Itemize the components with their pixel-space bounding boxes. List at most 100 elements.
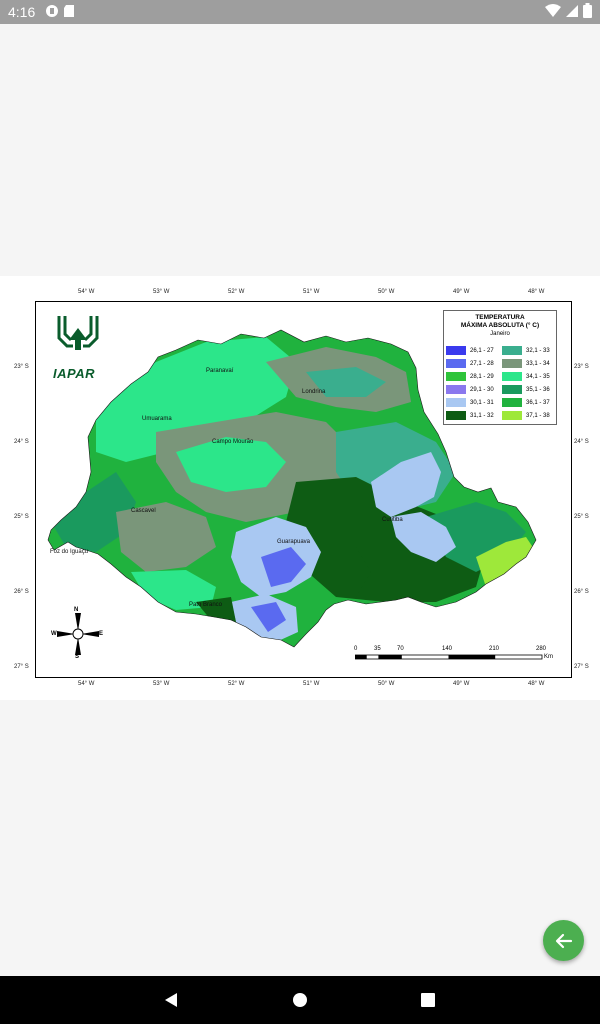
app-notification-icon	[45, 4, 59, 21]
legend-swatch	[446, 346, 466, 355]
legend-swatch	[502, 398, 522, 407]
scale-tick-label: 70	[397, 646, 404, 652]
legend-item: 26,1 - 27	[446, 345, 500, 356]
legend-item: 29,1 - 30	[446, 384, 500, 395]
legend-label: 27,1 - 28	[470, 360, 494, 367]
legend-label: 34,1 - 35	[526, 373, 550, 380]
legend-swatch	[446, 398, 466, 407]
back-triangle-icon	[165, 993, 177, 1007]
compass-rose: N S W E	[51, 607, 104, 660]
legend-label: 32,1 - 33	[526, 347, 550, 354]
lat-label-right: 26° S	[574, 589, 589, 595]
lat-label-right: 25° S	[574, 514, 589, 520]
lon-label-top: 48° W	[528, 289, 545, 295]
home-circle-icon	[293, 993, 307, 1007]
lon-label-bottom: 50° W	[378, 681, 395, 687]
legend-item: 27,1 - 28	[446, 358, 500, 369]
legend-item: 32,1 - 33	[502, 345, 556, 356]
city-label: Campo Mourão	[212, 439, 254, 445]
lon-label-bottom: 48° W	[528, 681, 545, 687]
city-label: Pato Branco	[189, 602, 223, 608]
city-label: Umuarama	[142, 416, 172, 422]
legend-label: 37,1 - 38	[526, 412, 550, 419]
scale-tick-label: 140	[442, 646, 453, 652]
lon-label-bottom: 52° W	[228, 681, 245, 687]
signal-icon	[565, 4, 579, 21]
city-label: Cascavel	[131, 508, 156, 514]
battery-icon	[583, 3, 592, 21]
lat-label-right: 27° S	[574, 664, 589, 670]
legend-swatch	[446, 372, 466, 381]
legend-swatch	[502, 372, 522, 381]
legend-item: 33,1 - 34	[502, 358, 556, 369]
city-label: Foz do Iguaçu	[50, 549, 89, 555]
lon-label-top: 52° W	[228, 289, 245, 295]
legend-item: 35,1 - 36	[502, 384, 556, 395]
legend-label: 26,1 - 27	[470, 347, 494, 354]
legend-label: 28,1 - 29	[470, 373, 494, 380]
legend-item: 34,1 - 35	[502, 371, 556, 382]
lon-label-top: 50° W	[378, 289, 395, 295]
legend-label: 36,1 - 37	[526, 399, 550, 406]
arrow-back-icon	[555, 933, 572, 948]
legend-label: 29,1 - 30	[470, 386, 494, 393]
legend-swatch	[446, 411, 466, 420]
recents-square-icon	[421, 993, 435, 1007]
status-bar: 4:16	[0, 0, 600, 24]
legend-swatch	[502, 346, 522, 355]
legend-month: Janeiro	[490, 331, 510, 337]
lon-label-bottom: 53° W	[153, 681, 170, 687]
lon-label-bottom: 54° W	[78, 681, 95, 687]
nav-recents-button[interactable]	[398, 976, 458, 1024]
lat-label-left: 24° S	[14, 439, 29, 445]
legend-item: 37,1 - 38	[502, 410, 556, 421]
legend-label: 33,1 - 34	[526, 360, 550, 367]
lon-label-bottom: 51° W	[303, 681, 320, 687]
map-image[interactable]: 54° W 53° W 52° W 51° W 50° W 49° W 48° …	[0, 276, 600, 700]
lat-label-left: 27° S	[14, 664, 29, 670]
sd-card-icon	[63, 4, 75, 21]
lat-label-left: 26° S	[14, 589, 29, 595]
lon-label-top: 53° W	[153, 289, 170, 295]
scale-tick-label: 35	[374, 646, 381, 652]
lat-label-right: 24° S	[574, 439, 589, 445]
city-label: Curitiba	[382, 517, 403, 523]
legend-label: 35,1 - 36	[526, 386, 550, 393]
iapar-logo: IAPAR	[53, 314, 103, 381]
compass-north-label: N	[74, 607, 79, 613]
lon-label-top: 51° W	[303, 289, 320, 295]
city-label: Guarapuava	[277, 539, 311, 545]
compass-east-label: E	[99, 631, 104, 637]
compass-west-label: W	[51, 631, 57, 637]
lon-label-top: 49° W	[453, 289, 470, 295]
back-fab-button[interactable]	[543, 920, 584, 961]
legend-item: 30,1 - 31	[446, 397, 500, 408]
legend-item: 36,1 - 37	[502, 397, 556, 408]
legend-swatch	[502, 411, 522, 420]
city-label: Paranavaí	[206, 368, 234, 374]
legend-item: 31,1 - 32	[446, 410, 500, 421]
lat-label-left: 25° S	[14, 514, 29, 520]
lon-label-bottom: 49° W	[453, 681, 470, 687]
scale-tick-label: 280	[536, 646, 547, 652]
iapar-logo-text: IAPAR	[53, 366, 95, 381]
scale-tick-label: 0	[354, 646, 358, 652]
legend-label: 30,1 - 31	[470, 399, 494, 406]
nav-back-button[interactable]	[141, 976, 201, 1024]
navigation-bar	[0, 976, 600, 1024]
legend-subtitle: MÁXIMA ABSOLUTA (° C)	[460, 322, 540, 329]
wifi-icon	[545, 3, 561, 21]
legend-swatch	[502, 359, 522, 368]
status-time: 4:16	[8, 4, 36, 20]
nav-home-button[interactable]	[270, 976, 330, 1024]
legend-label: 31,1 - 32	[470, 412, 494, 419]
lat-label-left: 23° S	[14, 364, 29, 370]
legend-swatch	[502, 385, 522, 394]
lat-label-right: 23° S	[574, 364, 589, 370]
scale-tick-label: 210	[489, 646, 500, 652]
scale-unit: Km	[544, 654, 553, 660]
legend-swatch	[446, 385, 466, 394]
legend-title: TEMPERATURA	[475, 314, 525, 321]
map-legend: TEMPERATURA MÁXIMA ABSOLUTA (° C) Janeir…	[443, 310, 557, 425]
legend-item: 28,1 - 29	[446, 371, 500, 382]
